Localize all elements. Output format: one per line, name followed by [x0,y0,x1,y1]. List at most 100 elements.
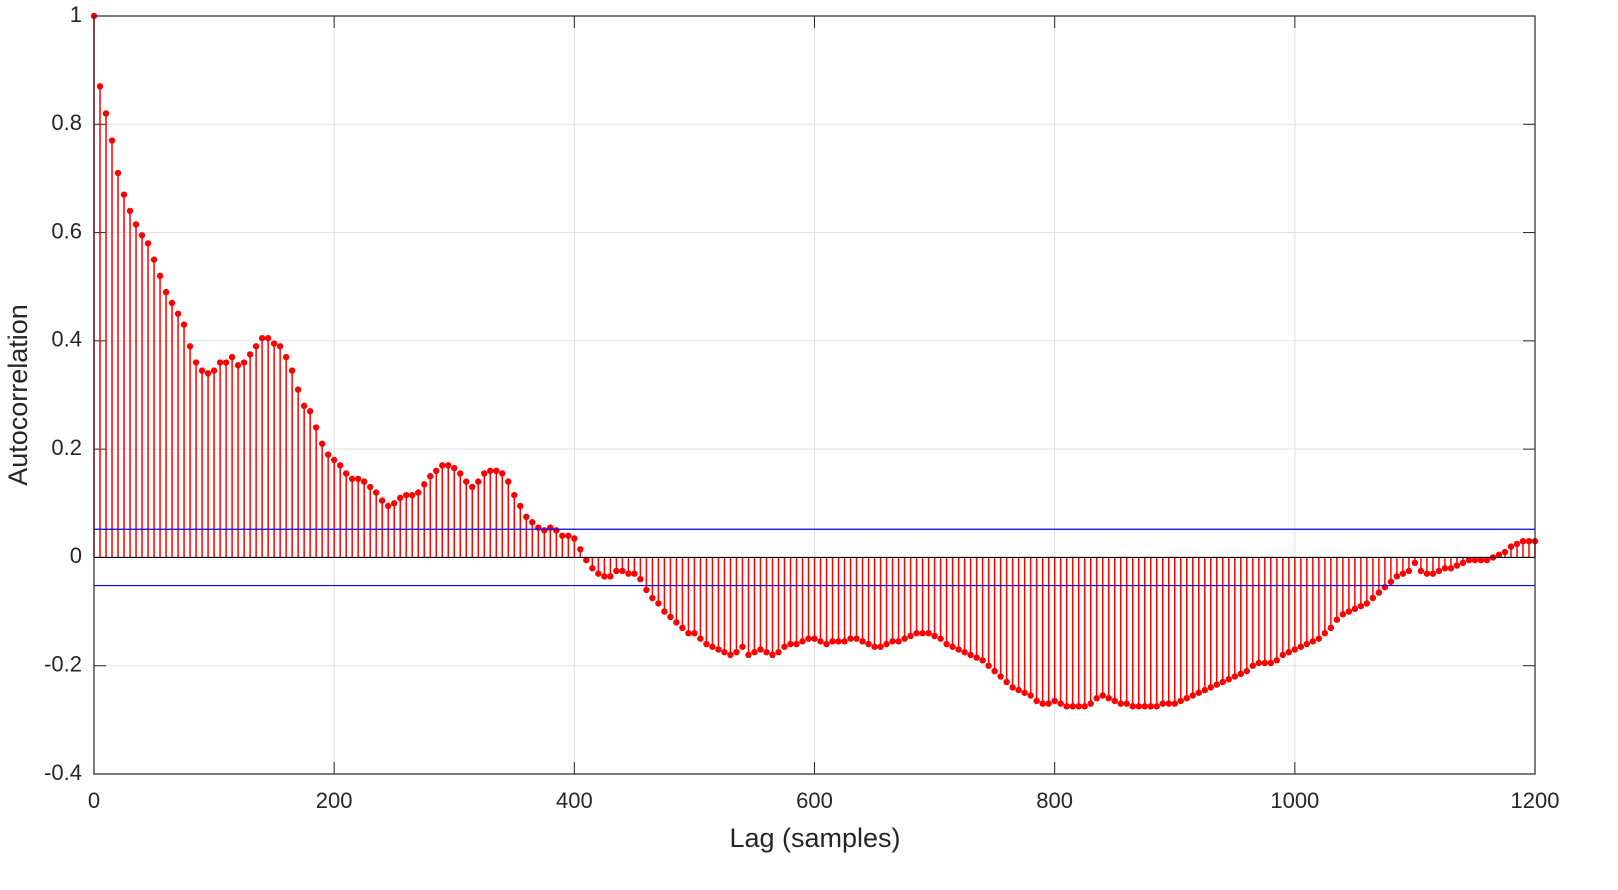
stem-marker [499,470,506,477]
y-tick-label: 1 [70,2,82,27]
x-axis-label: Lag (samples) [729,823,900,853]
stem-marker [1285,648,1293,656]
stem-marker [997,673,1004,680]
stem-marker [1195,689,1202,696]
stem-marker [198,367,206,374]
stem-marker [294,386,302,393]
stem-marker [1057,700,1064,707]
stem-marker [553,527,560,534]
stem-marker [763,648,770,656]
stem-marker [1303,640,1311,648]
stem-marker [1171,700,1178,707]
stem-marker [1045,700,1052,707]
stem-marker [529,519,536,526]
stem-marker [895,638,902,645]
stem-marker [1027,692,1034,699]
x-tick-label: 600 [796,788,833,813]
stem-marker [649,594,656,602]
stem-marker [673,619,680,626]
stem-marker [1369,594,1377,602]
stem-marker [1009,684,1016,691]
stem-marker [240,359,248,366]
stem-marker [1021,689,1028,696]
stem-marker [805,635,812,642]
stem-marker [1363,600,1371,607]
stem-marker [679,624,686,632]
stem-marker [288,367,296,374]
stem-marker [883,640,890,648]
stem-marker [1435,567,1443,575]
stem-marker [511,491,518,499]
stem-marker [871,643,878,650]
stem-marker [1525,537,1533,545]
stem-marker [967,651,974,659]
stem-marker [1351,605,1359,613]
stem-marker [120,191,128,198]
stem-marker [661,608,668,615]
stem-marker [667,613,674,621]
x-tick-label: 0 [88,788,100,813]
stem-marker [1501,548,1509,556]
stem-marker [937,635,944,642]
stem-marker [991,667,998,675]
stem-marker [547,524,554,531]
axes-box [93,15,1536,775]
stem-marker [703,640,710,648]
stem-marker [1189,692,1196,699]
stem-marker [685,630,692,637]
stem-marker [270,340,278,347]
stem-marker [877,643,884,650]
stem-marker [697,635,704,642]
stem-marker [421,481,428,488]
stem-marker [1423,570,1431,577]
stem-marker [1273,657,1281,664]
stem-marker [1375,589,1383,596]
stem-marker [469,483,476,491]
stem-marker [1237,670,1244,678]
stem-marker [1255,659,1263,667]
stem-marker [463,478,470,485]
stem-marker [487,467,494,474]
stem-marker [625,570,632,577]
stem-marker [841,638,848,645]
stem-marker [180,321,188,328]
stem-marker [1165,700,1172,707]
y-tick-label: 0.4 [51,327,82,352]
stem-marker [955,646,962,653]
stem-marker [1387,578,1395,585]
stem-marker [1465,556,1473,564]
x-tick-label: 1200 [1511,788,1560,813]
stem-marker [1321,630,1329,637]
stem-marker [324,451,332,458]
stem-marker [1411,559,1419,567]
stem-marker [829,638,836,645]
stem-marker [1327,624,1335,632]
stem-marker [427,473,434,480]
stem-marker [799,638,806,645]
stem-marker [985,662,992,669]
y-tick-label: 0.8 [51,110,82,135]
stem-marker [691,630,698,637]
stem-marker [523,513,530,521]
stem-marker [727,651,734,659]
stem-marker [1357,602,1365,610]
stem-marker [1249,662,1257,669]
stem-marker [156,272,164,280]
y-tick-label: 0.6 [51,218,82,243]
stem-marker [739,643,746,650]
stem-marker [811,635,818,642]
stem-marker [1447,565,1455,572]
stem-marker [1219,678,1226,686]
stem-marker [1105,695,1112,702]
stem-marker [1381,584,1389,591]
stem-marker [1069,703,1076,710]
stem-marker [889,638,896,645]
stem-marker [228,353,236,361]
stem-marker [961,648,968,656]
stem-marker [1099,692,1106,699]
stem-marker [1153,703,1160,710]
stem-marker [342,470,350,477]
stem-marker [168,299,176,307]
stem-marker [1453,562,1461,569]
stem-marker [174,310,182,317]
